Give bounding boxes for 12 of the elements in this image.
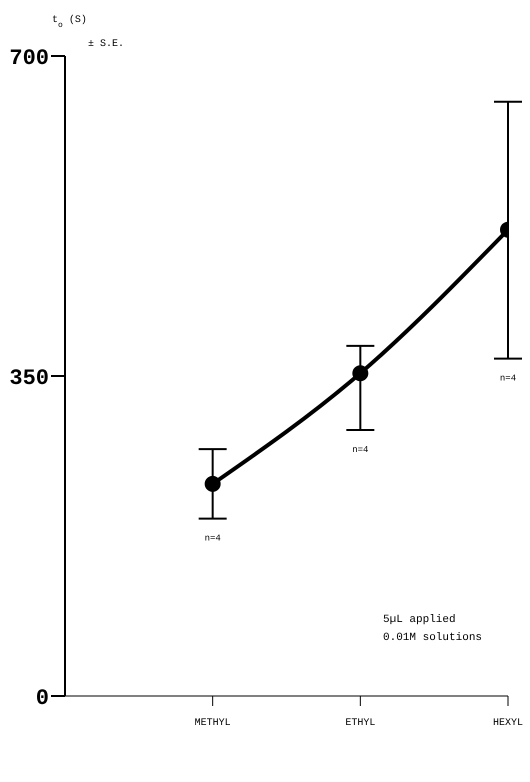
y-tick-label: 350 xyxy=(9,366,49,391)
annotation: 5µL applied xyxy=(383,613,457,628)
sample-size-note: n=4 xyxy=(352,444,368,455)
x-tick-label: HEXYL xyxy=(492,718,524,730)
text: t$_{o}$ (S) ± S.E. xyxy=(52,15,124,50)
x-tick-label: METHYL xyxy=(194,718,231,730)
y-tick-label: 700 xyxy=(9,46,49,71)
sample-size-note: n=4 xyxy=(500,374,516,384)
y-tick-label: 0 xyxy=(36,686,49,711)
sample-size-note: n=4 xyxy=(204,534,221,544)
annotation: 0.01M solutions xyxy=(383,631,482,646)
x-tick-label: ETHYL xyxy=(345,718,376,730)
